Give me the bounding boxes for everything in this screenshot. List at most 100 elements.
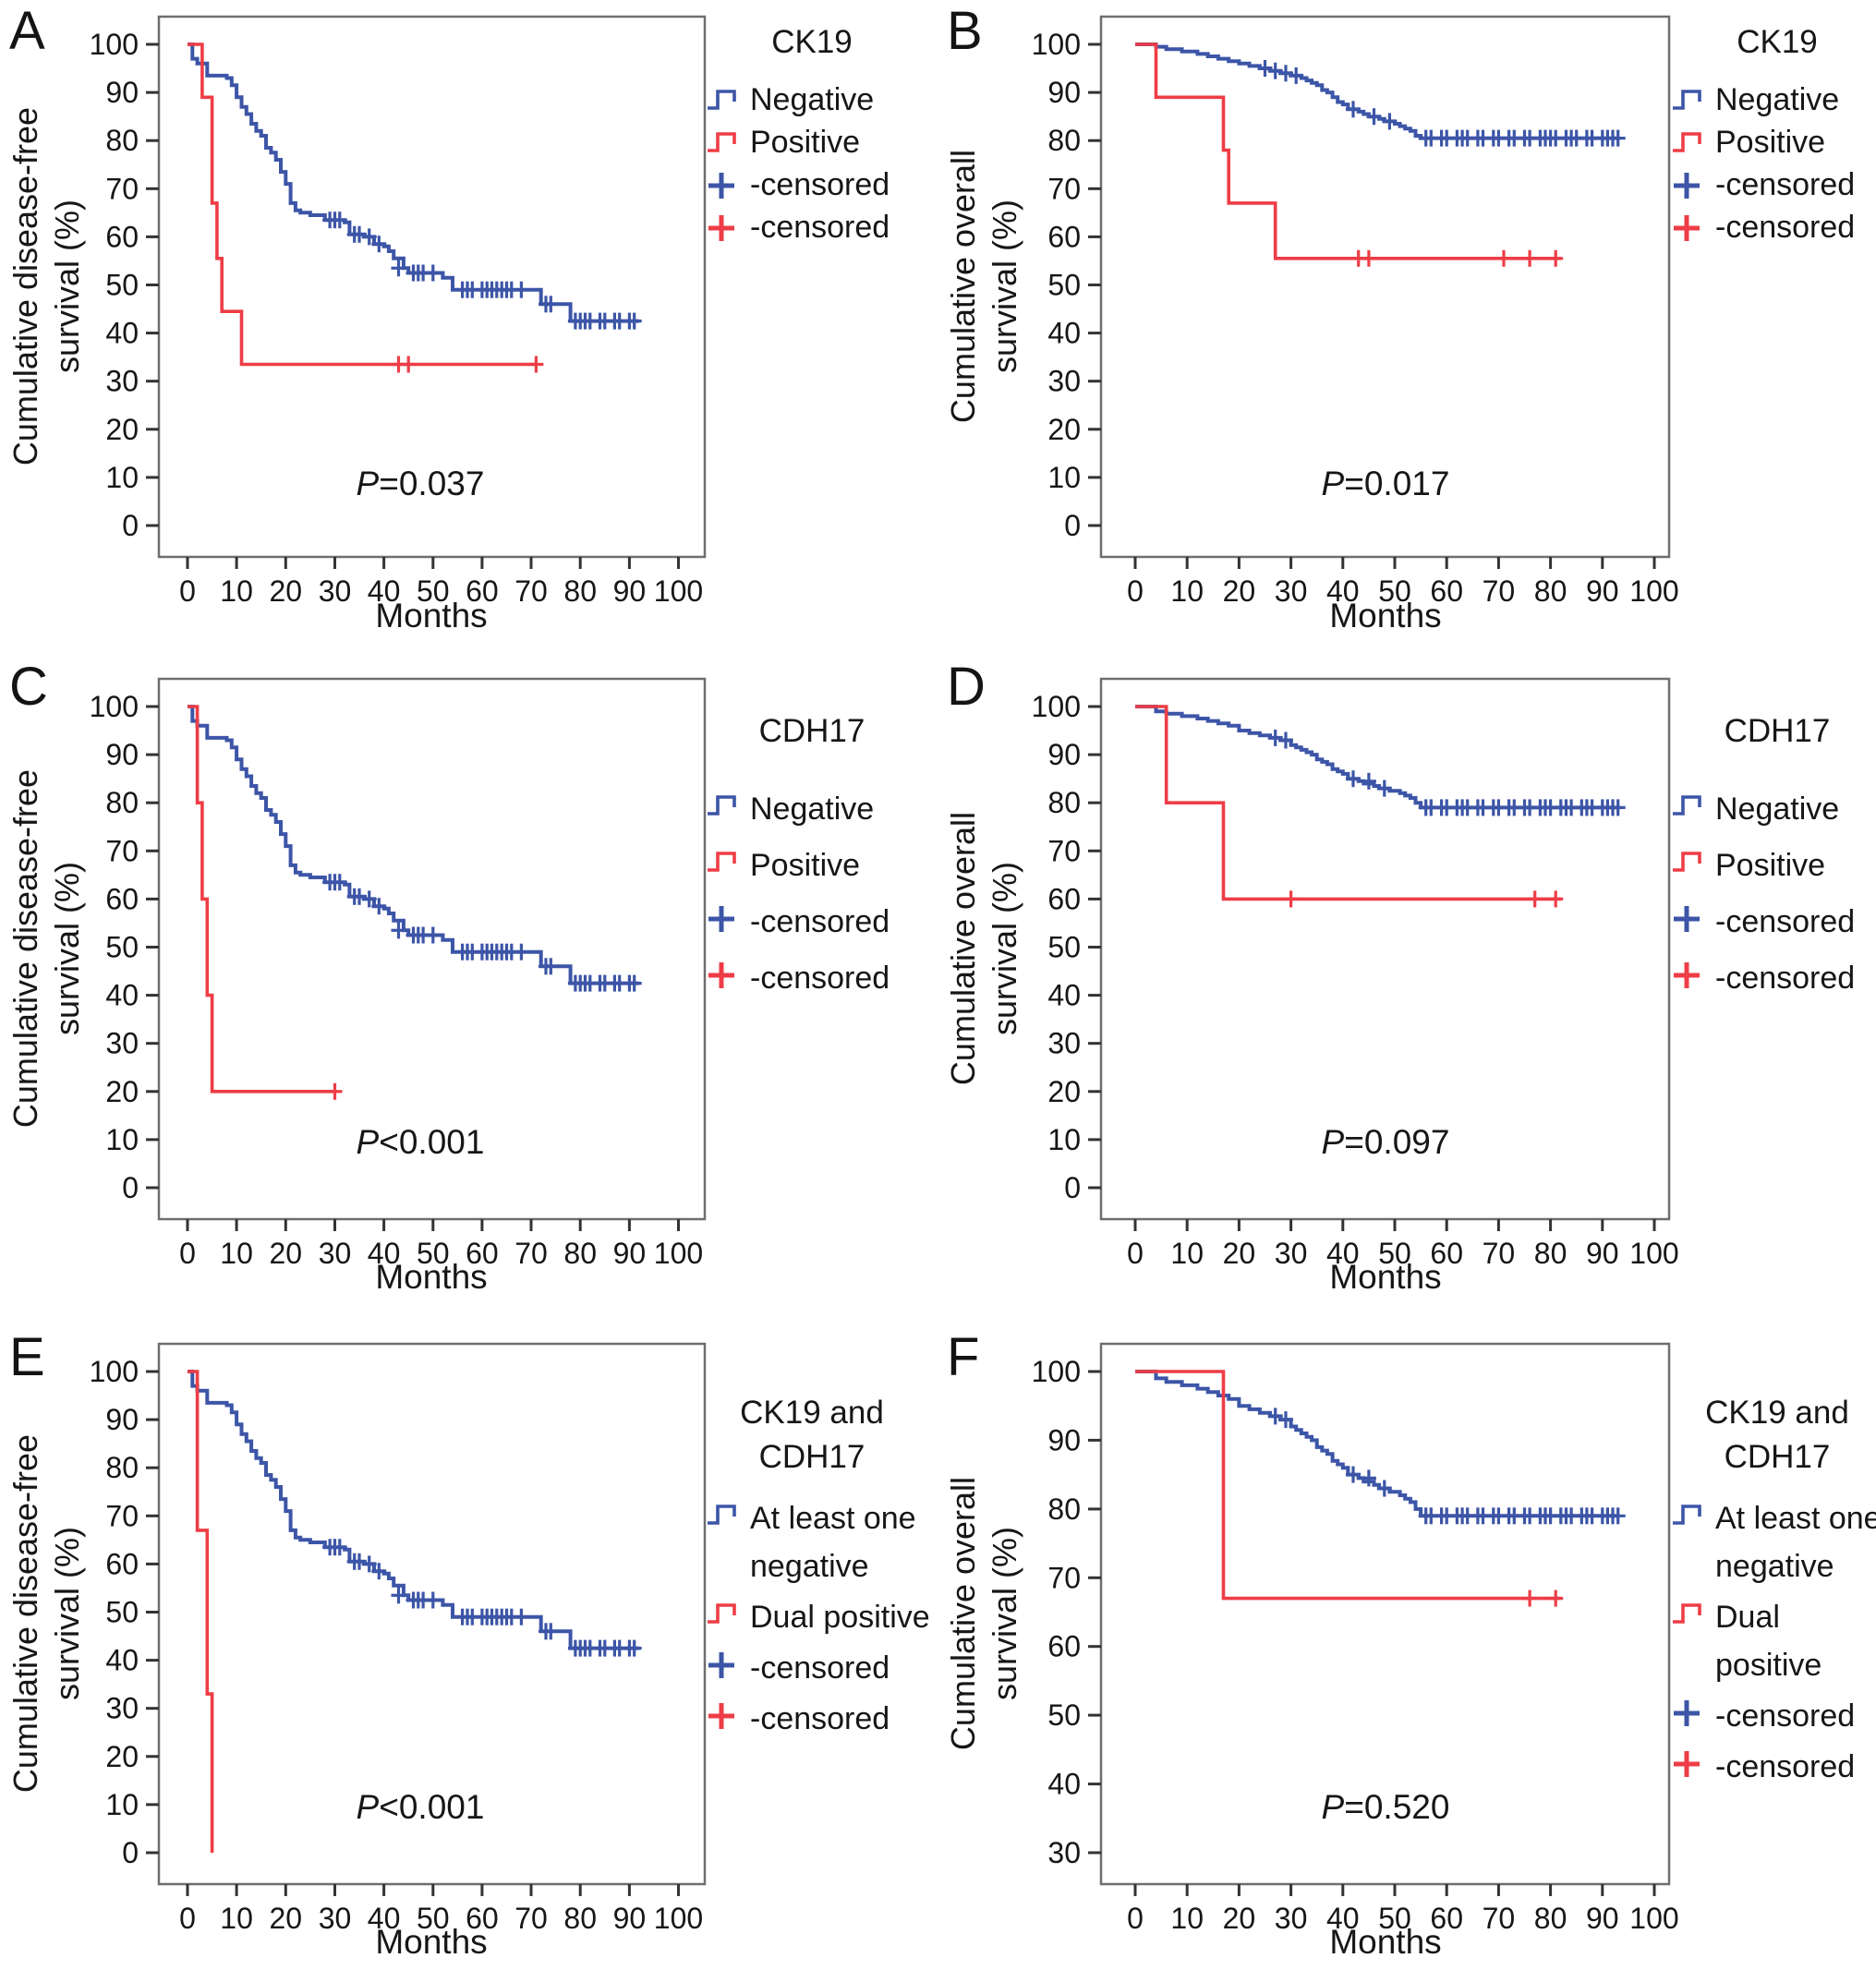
- svg-text:50: 50: [1047, 269, 1081, 302]
- svg-text:20: 20: [105, 413, 139, 446]
- svg-text:60: 60: [466, 1237, 499, 1270]
- svg-text:0: 0: [122, 1836, 139, 1869]
- legend-title: CK19: [771, 24, 853, 60]
- panel-f: 30 40 50 60 70 80 90 100 0 10 20 30 40 50 60 70 80 90 100 …: [938, 1311, 1876, 1970]
- svg-text:40: 40: [368, 574, 401, 608]
- svg-text:70: 70: [105, 172, 139, 205]
- panel-letter: D: [947, 657, 986, 717]
- km-step-icon: [1671, 127, 1715, 157]
- legend-entry: Negative: [706, 785, 937, 833]
- svg-text:60: 60: [105, 882, 139, 915]
- svg-text:70: 70: [105, 834, 139, 867]
- km-chart-b: 0 10 20 30 40 50 60 70 80 90 100 0 10 20 30 40 50 60 70 80 9…: [1032, 15, 1679, 608]
- svg-text:40: 40: [105, 1644, 139, 1677]
- svg-text:60: 60: [105, 220, 139, 253]
- legend-entry: -censored: [1671, 1692, 1876, 1740]
- legend: CK19 and CDH17 At least one negative Dua…: [706, 1391, 937, 1746]
- svg-text:100: 100: [90, 690, 139, 723]
- km-step-icon: [1671, 1599, 1715, 1628]
- legend-title: CK19: [1737, 24, 1818, 60]
- svg-text:40: 40: [368, 1902, 401, 1935]
- svg-text:90: 90: [613, 1902, 647, 1935]
- y-axis-label: Cumulative disease-free survival (%): [6, 768, 86, 1129]
- svg-text:50: 50: [417, 574, 450, 608]
- svg-text:100: 100: [1629, 574, 1678, 608]
- svg-text:10: 10: [105, 461, 139, 494]
- censored-plus-icon: [706, 170, 750, 201]
- svg-text:40: 40: [1326, 574, 1360, 608]
- panel-letter: C: [9, 657, 48, 717]
- km-step-icon: [706, 127, 750, 157]
- svg-text:100: 100: [1629, 1902, 1678, 1935]
- censored-plus-icon: [1671, 903, 1715, 935]
- svg-text:90: 90: [1047, 76, 1081, 109]
- legend-entry: -censored: [706, 164, 937, 205]
- svg-text:80: 80: [1534, 1902, 1567, 1935]
- svg-text:10: 10: [1047, 1123, 1081, 1156]
- svg-text:90: 90: [1047, 1423, 1081, 1456]
- legend-entry: At least one negative: [1671, 1494, 1876, 1590]
- km-step-icon: [706, 1500, 750, 1529]
- svg-text:10: 10: [1170, 1237, 1204, 1270]
- svg-text:30: 30: [105, 1027, 139, 1060]
- svg-text:80: 80: [105, 1451, 139, 1484]
- svg-text:0: 0: [122, 1171, 139, 1204]
- legend-entry: -censored: [1671, 207, 1876, 248]
- svg-text:40: 40: [1047, 317, 1081, 350]
- svg-text:20: 20: [270, 1902, 303, 1935]
- svg-text:70: 70: [1047, 172, 1081, 205]
- svg-text:50: 50: [105, 931, 139, 964]
- km-chart-d: 0 10 20 30 40 50 60 70 80 90 100 0 10 20 30 40 50 60 70 80 9…: [1032, 677, 1679, 1270]
- svg-text:70: 70: [1047, 1561, 1081, 1594]
- x-axis-label: Months: [1329, 1923, 1442, 1961]
- svg-text:0: 0: [179, 1237, 196, 1270]
- legend-title: CK19 and CDH17: [1705, 1395, 1849, 1475]
- svg-text:70: 70: [105, 1499, 139, 1532]
- svg-text:80: 80: [563, 1237, 597, 1270]
- p-value: P=0.017: [1321, 465, 1450, 502]
- svg-text:80: 80: [1047, 1493, 1081, 1526]
- svg-text:20: 20: [1223, 1237, 1256, 1270]
- svg-text:30: 30: [1047, 365, 1081, 398]
- svg-text:20: 20: [1223, 574, 1256, 608]
- svg-text:40: 40: [368, 1237, 401, 1270]
- svg-text:10: 10: [1170, 574, 1204, 608]
- km-step-icon: [1671, 1500, 1715, 1529]
- svg-text:0: 0: [179, 1902, 196, 1935]
- svg-text:90: 90: [105, 76, 139, 109]
- svg-text:20: 20: [1223, 1902, 1256, 1935]
- legend-entry: Dual positive: [1671, 1593, 1876, 1689]
- svg-text:0: 0: [179, 574, 196, 608]
- svg-text:0: 0: [1127, 574, 1144, 608]
- svg-text:0: 0: [1064, 509, 1081, 542]
- svg-text:90: 90: [613, 574, 647, 608]
- svg-text:100: 100: [1032, 28, 1081, 61]
- svg-text:60: 60: [1430, 1902, 1463, 1935]
- svg-text:100: 100: [654, 1902, 703, 1935]
- svg-text:70: 70: [514, 1902, 548, 1935]
- legend-title: CDH17: [1724, 713, 1831, 749]
- km-step-icon: [706, 1599, 750, 1628]
- svg-text:10: 10: [220, 1902, 253, 1935]
- svg-text:20: 20: [1047, 1075, 1081, 1108]
- svg-text:90: 90: [1047, 738, 1081, 771]
- svg-text:50: 50: [1378, 1902, 1411, 1935]
- svg-text:70: 70: [514, 1237, 548, 1270]
- svg-text:60: 60: [1047, 220, 1081, 253]
- panel-letter: F: [947, 1327, 980, 1387]
- svg-text:40: 40: [105, 317, 139, 350]
- svg-text:80: 80: [1047, 786, 1081, 819]
- p-value: P=0.037: [356, 465, 485, 502]
- svg-text:30: 30: [319, 574, 352, 608]
- svg-text:90: 90: [1586, 1237, 1619, 1270]
- svg-text:40: 40: [105, 979, 139, 1012]
- svg-text:60: 60: [105, 1547, 139, 1580]
- panel-letter: B: [947, 1, 983, 61]
- censored-plus-icon: [1671, 212, 1715, 244]
- svg-text:50: 50: [417, 1902, 450, 1935]
- svg-text:80: 80: [105, 786, 139, 819]
- svg-text:100: 100: [654, 1237, 703, 1270]
- legend-entry: Negative: [1671, 785, 1876, 833]
- svg-text:100: 100: [90, 1355, 139, 1388]
